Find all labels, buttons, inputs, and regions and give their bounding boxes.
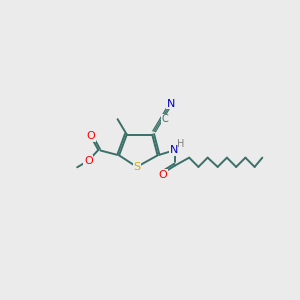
Text: N: N [169,145,178,155]
Text: O: O [84,156,93,166]
Text: N: N [167,99,175,109]
Text: O: O [159,169,167,180]
Text: H: H [177,139,184,149]
Text: S: S [133,162,140,172]
Text: C: C [162,114,169,124]
Text: O: O [86,131,95,141]
